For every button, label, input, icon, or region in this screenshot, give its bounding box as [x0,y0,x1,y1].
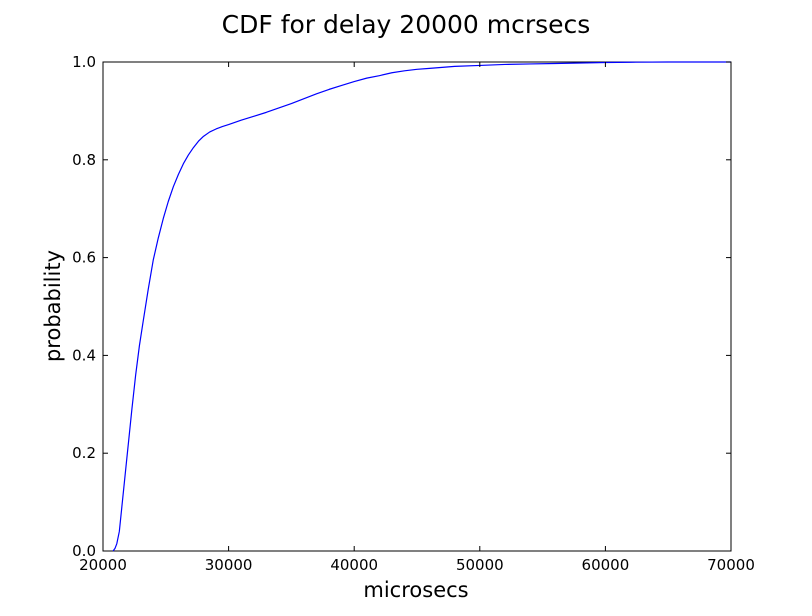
y-axis-title: probability [41,250,65,362]
y-axis-ticks: 0.0 0.2 0.4 0.6 0.8 1.0 [72,53,731,560]
y-tick-label: 0.0 [72,542,96,560]
y-tick-label: 0.2 [72,444,96,462]
y-tick-label: 0.4 [72,346,96,364]
x-tick-label: 60000 [582,556,630,574]
x-tick-label: 30000 [205,556,253,574]
x-tick-label: 70000 [707,556,755,574]
x-tick-label: 40000 [330,556,378,574]
x-tick-label: 50000 [456,556,504,574]
y-tick-label: 0.6 [72,249,96,267]
chart-title: CDF for delay 20000 mcrsecs [222,10,591,39]
x-tick-label: 20000 [79,556,127,574]
series-group [112,61,731,552]
x-axis-ticks: 20000 30000 40000 50000 60000 70000 [79,62,755,574]
y-tick-label: 0.8 [72,151,96,169]
x-axis-title: microsecs [363,578,468,602]
y-tick-label: 1.0 [72,53,96,71]
series-line-0 [112,61,731,552]
plot-frame [102,61,732,552]
